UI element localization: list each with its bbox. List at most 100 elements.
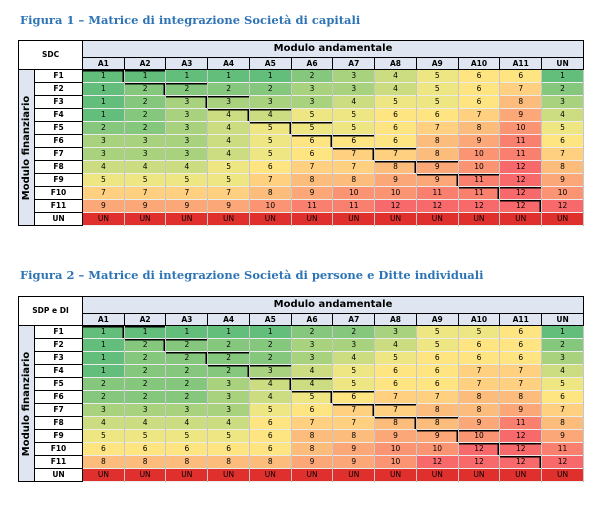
matrix-cell: 11 [290,199,334,213]
column-group-header: Modulo andamentale [82,40,584,58]
matrix-cell: 5 [415,69,459,83]
matrix-row-f11: F11 8 8 8 8 8 9 9 10 12 12 12 12 [19,455,584,469]
matrix-cell: 4 [123,160,167,174]
matrix-cell: 6 [415,351,459,365]
column-header-a10: A10 [457,57,501,70]
matrix-cell: 5 [207,160,250,174]
row-axis-label: Modulo finanziario [18,69,35,226]
matrix-cell: UN [332,212,376,226]
matrix-cell: 6 [123,442,167,456]
matrix-cell: 8 [457,121,501,135]
matrix-cell: 1 [123,69,167,83]
matrix-cell: 2 [165,338,209,352]
row-header-f11: F11 [33,455,84,469]
matrix-cell: 12 [374,199,417,213]
matrix-cell: 10 [457,147,501,161]
matrix-cell: 11 [457,186,501,200]
matrix-cell: UN [499,212,543,226]
matrix-cell: 5 [541,121,584,135]
matrix-cell: 6 [374,134,417,148]
matrix-cell: 2 [123,377,167,391]
matrix-cell: 3 [165,403,209,417]
matrix-cell: 2 [165,351,209,365]
matrix-cell: 7 [290,416,334,430]
row-axis-label-text: Modulo finanziario [20,95,32,200]
matrix-cell: UN [207,468,250,482]
column-header-a3: A3 [165,57,209,70]
matrix-row-f3: F3 1 2 2 2 2 3 4 5 6 6 6 3 [19,351,584,365]
matrix-cell: 6 [499,351,543,365]
matrix-cell: 8 [290,173,334,187]
matrix-cell: 9 [123,199,167,213]
matrix-cell: 6 [248,416,292,430]
matrix-cell: 5 [290,108,334,122]
matrix-cell: 4 [290,377,334,391]
matrix-cell: 2 [165,364,209,378]
matrix-cell: 8 [374,416,417,430]
matrix-cell: 6 [248,160,292,174]
matrix-cell: 7 [374,147,417,161]
matrix-cell: 8 [415,147,459,161]
matrix-cell: 12 [457,199,501,213]
matrix-cell: 8 [457,390,501,404]
column-header-a5: A5 [248,313,292,326]
matrix-cell: UN [415,468,459,482]
matrix-row-un: UN UN UN UN UN UN UN UN UN UN UN UN UN [19,468,584,482]
matrix-cell: 4 [374,338,417,352]
matrix-cell: 5 [541,377,584,391]
matrix-cell: 1 [165,325,209,339]
matrix-cell: 6 [415,377,459,391]
matrix-cell: 6 [499,338,543,352]
matrix-cell: 7 [332,160,376,174]
matrix-cell: 10 [374,455,417,469]
matrix-cell: 10 [541,186,584,200]
matrix-row-f1: Modulo finanziario F1 1 1 1 1 1 2 3 4 5 6 6 1 [18,69,584,226]
row-header-f7: F7 [33,403,84,417]
matrix-cell: 6 [415,364,459,378]
matrix-cell: 8 [415,416,459,430]
matrix-cell: 5 [415,82,459,96]
matrix-cell: 6 [374,108,417,122]
matrix-cell: 2 [123,121,167,135]
matrix-cell: 4 [332,95,376,109]
matrix-cell: UN [374,468,417,482]
matrix-cell: 5 [248,134,292,148]
matrix-cell: 3 [123,134,167,148]
row-header-f3: F3 [33,95,84,109]
matrix-cell: 5 [415,95,459,109]
matrix-row-f8: F8 4 4 4 5 6 7 7 8 9 10 12 8 [19,160,584,174]
matrix-cell: 12 [499,429,543,443]
matrix-cell: 9 [332,455,376,469]
matrix-cell: 4 [541,364,584,378]
matrix-cell: 9 [290,455,334,469]
matrix-cell: 5 [207,429,250,443]
matrix-cell: 10 [415,442,459,456]
matrix-cell: 12 [415,455,459,469]
row-header-f8: F8 [33,416,84,430]
matrix-cell: 9 [207,199,250,213]
matrix-cell: 12 [499,199,543,213]
matrix-cell: 6 [207,442,250,456]
row-header-f6: F6 [33,390,84,404]
matrix-cell: 8 [332,429,376,443]
matrix-cell: 6 [457,351,501,365]
matrix-cell: 2 [123,338,167,352]
matrix-cell: 4 [290,364,334,378]
matrix-cell: 3 [82,134,125,148]
matrix-row-f9: F9 5 5 5 5 7 8 8 9 9 11 12 9 [19,173,584,187]
matrix-cell: 8 [415,403,459,417]
matrix-cell: UN [165,468,209,482]
matrix-cell: 12 [499,173,543,187]
column-header-a1: A1 [82,57,125,70]
matrix-cell: 6 [457,69,501,83]
matrix-cell: 2 [207,351,250,365]
matrix-cell: 7 [499,364,543,378]
matrix-cell: 5 [207,173,250,187]
column-header-a4: A4 [207,313,250,326]
matrix-cell: 6 [290,147,334,161]
matrix-cell: 4 [248,108,292,122]
matrix-cell: 5 [332,364,376,378]
matrix-cell: 2 [290,69,334,83]
matrix-cell: 6 [541,134,584,148]
row-header-f9: F9 [33,173,84,187]
